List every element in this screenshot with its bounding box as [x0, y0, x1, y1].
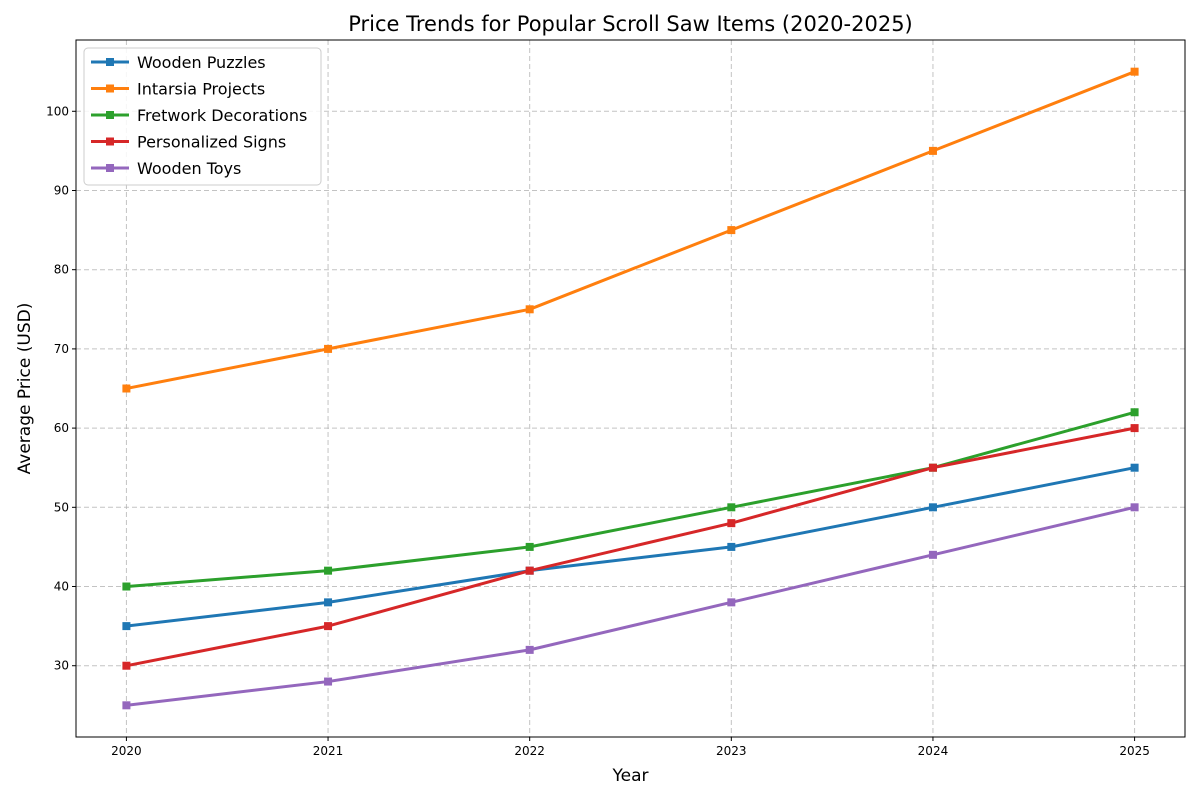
data-point-personalized-signs: [122, 661, 131, 670]
data-point-fretwork-decorations: [525, 542, 534, 551]
data-point-fretwork-decorations: [324, 566, 333, 575]
legend-item-wooden-toys: Wooden Toys: [91, 159, 241, 178]
data-point-wooden-toys: [928, 550, 937, 559]
data-point-wooden-toys: [525, 645, 534, 654]
legend-item-fretwork-decorations: Fretwork Decorations: [91, 106, 307, 125]
data-point-intarsia-projects: [525, 305, 534, 314]
series-line-personalized-signs: [124, 426, 1137, 668]
legend-label: Wooden Puzzles: [137, 53, 266, 72]
data-point-personalized-signs: [727, 519, 736, 528]
data-point-fretwork-decorations: [122, 582, 131, 591]
data-point-wooden-toys: [122, 701, 131, 710]
data-point-intarsia-projects: [122, 384, 131, 393]
y-tick-label: 30: [54, 659, 69, 673]
legend: Wooden Puzzles Intarsia Projects Fretwork …: [83, 47, 322, 186]
y-tick-label: 60: [54, 421, 69, 435]
y-axis-title: Average Price (USD): [15, 303, 35, 475]
series-line-fretwork-decorations: [124, 410, 1137, 589]
legend-label: Fretwork Decorations: [137, 106, 307, 125]
data-point-intarsia-projects: [928, 146, 937, 155]
series-line-wooden-toys: [124, 505, 1137, 707]
y-tick-label: 40: [54, 580, 69, 594]
data-point-personalized-signs: [1130, 424, 1139, 433]
y-tick-label: 50: [54, 500, 69, 514]
data-point-wooden-puzzles: [727, 542, 736, 551]
data-point-intarsia-projects: [324, 344, 333, 353]
legend-swatch-marker: [106, 58, 114, 66]
x-tick-label: 2025: [1119, 744, 1150, 758]
legend-label: Intarsia Projects: [137, 80, 265, 99]
y-tick-label: 100: [46, 104, 69, 118]
data-point-fretwork-decorations: [727, 503, 736, 512]
legend-swatch-marker: [106, 111, 114, 119]
x-axis-title: Year: [612, 766, 649, 786]
series-personalized-signs: [122, 424, 1139, 670]
data-point-personalized-signs: [324, 622, 333, 631]
series-line-intarsia-projects: [124, 70, 1137, 390]
data-point-fretwork-decorations: [1130, 408, 1139, 417]
series-layer: [122, 67, 1139, 710]
data-point-intarsia-projects: [727, 226, 736, 235]
x-tick-label: 2023: [716, 744, 747, 758]
data-point-personalized-signs: [928, 463, 937, 472]
legend-item-personalized-signs: Personalized Signs: [91, 133, 286, 152]
y-axis: 30 40 50 60 70 80 90 100: [46, 104, 76, 673]
legend-swatch-marker: [106, 137, 114, 146]
grid: [76, 40, 1185, 737]
y-tick-label: 70: [54, 342, 69, 356]
data-point-wooden-toys: [727, 598, 736, 607]
data-point-wooden-toys: [324, 677, 333, 686]
legend-label: Personalized Signs: [137, 133, 286, 152]
series-intarsia-projects: [122, 67, 1139, 393]
data-point-personalized-signs: [525, 566, 534, 575]
plot-frame: [75, 39, 1186, 738]
legend-item-intarsia-projects: Intarsia Projects: [91, 80, 265, 99]
data-point-wooden-puzzles: [122, 622, 131, 631]
data-point-wooden-toys: [1130, 503, 1139, 512]
data-point-wooden-puzzles: [1130, 463, 1139, 472]
legend-item-wooden-puzzles: Wooden Puzzles: [91, 53, 266, 72]
data-point-intarsia-projects: [1130, 67, 1139, 76]
x-axis: 2020 2021 2022 2023 2024 2025: [111, 737, 1150, 758]
legend-swatch-marker: [106, 164, 114, 172]
y-tick-label: 80: [54, 263, 69, 277]
chart-title: Price Trends for Popular Scroll Saw Item…: [348, 12, 913, 36]
legend-label: Wooden Toys: [137, 159, 241, 178]
data-point-wooden-puzzles: [928, 503, 937, 512]
x-tick-label: 2021: [313, 744, 344, 758]
x-tick-label: 2020: [111, 744, 142, 758]
x-tick-label: 2022: [514, 744, 545, 758]
series-line-wooden-puzzles: [124, 466, 1137, 628]
data-point-wooden-puzzles: [324, 598, 333, 607]
y-tick-label: 90: [54, 183, 69, 197]
x-tick-label: 2024: [918, 744, 949, 758]
series-fretwork-decorations: [122, 408, 1139, 591]
legend-box: [83, 47, 322, 186]
series-wooden-toys: [122, 503, 1139, 710]
legend-swatch-marker: [106, 84, 114, 93]
